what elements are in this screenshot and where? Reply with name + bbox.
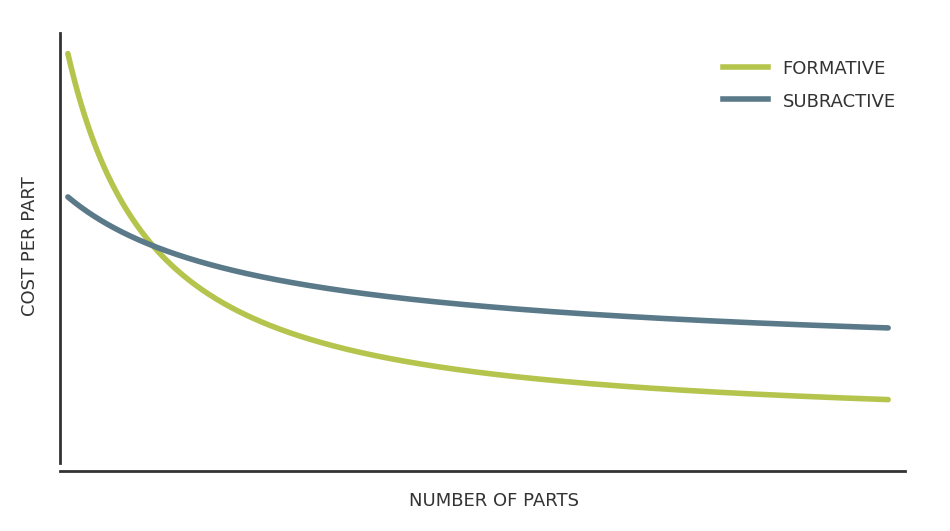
Legend: FORMATIVE, SUBRACTIVE: FORMATIVE, SUBRACTIVE xyxy=(715,53,902,118)
X-axis label: NUMBER OF PARTS: NUMBER OF PARTS xyxy=(409,492,580,510)
Y-axis label: COST PER PART: COST PER PART xyxy=(21,176,39,316)
